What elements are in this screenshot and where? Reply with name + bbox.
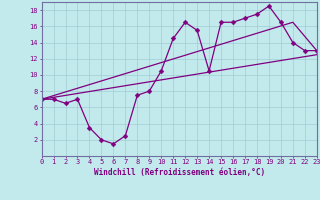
X-axis label: Windchill (Refroidissement éolien,°C): Windchill (Refroidissement éolien,°C) [94,168,265,177]
